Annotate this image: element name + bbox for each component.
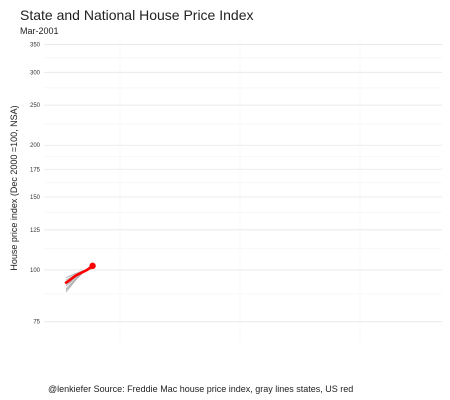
us-line: [64, 264, 94, 284]
y-tick-label: 250: [30, 103, 41, 109]
state-lines: [65, 262, 94, 293]
y-axis-ticks: 75 100 125 150 175 200 250 300 350: [30, 43, 41, 326]
y-tick-label: 350: [30, 43, 41, 49]
y-tick-label: 200: [30, 143, 41, 149]
y-tick-label: 100: [30, 268, 41, 274]
chart-subtitle: Mar-2001: [20, 26, 59, 36]
y-tick-label: 150: [30, 195, 41, 201]
us-end-point: [89, 262, 96, 270]
y-tick-label: 175: [30, 167, 41, 173]
chart-title: State and National House Price Index: [20, 7, 253, 23]
us-series: [64, 262, 96, 284]
grid: [44, 40, 442, 342]
y-tick-label: 75: [33, 320, 40, 326]
y-tick-label: 125: [30, 228, 41, 234]
y-axis-label: House price index (Dec 2000 =100, NSA): [9, 105, 19, 270]
chart-caption: @lenkiefer Source: Freddie Mac house pri…: [48, 384, 353, 394]
y-tick-label: 300: [30, 70, 41, 76]
